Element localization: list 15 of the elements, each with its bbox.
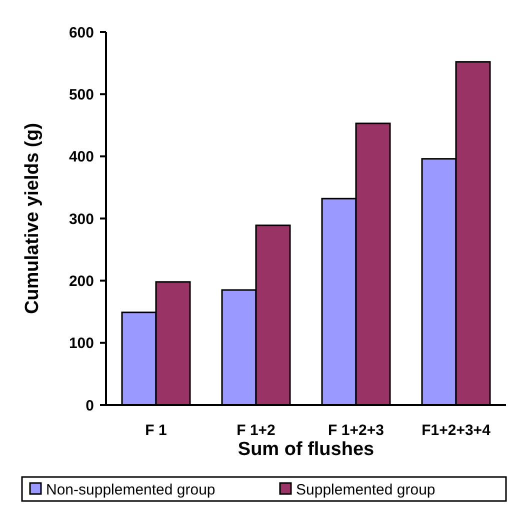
y-tick-label: 200: [68, 272, 94, 290]
x-tick-label: F 1: [145, 422, 167, 439]
y-tick-label: 300: [68, 210, 94, 228]
y-tick-label: 500: [68, 86, 94, 104]
x-axis-title: Sum of flushes: [238, 439, 374, 460]
x-tick-label: F1+2+3+4: [422, 422, 492, 439]
y-tick-label: 600: [68, 24, 94, 42]
x-tick-label: F 1+2: [236, 422, 276, 439]
y-axis-title: Cumulative yields (g): [22, 122, 43, 314]
x-tick-label: F 1+2+3: [328, 422, 384, 439]
y-tick-label: 100: [68, 335, 94, 352]
y-tick-label: 0: [86, 397, 94, 414]
legend-label: Supplemented group: [296, 481, 436, 498]
y-tick-label: 400: [68, 148, 94, 166]
legend-label: Non-supplemented group: [46, 481, 216, 498]
